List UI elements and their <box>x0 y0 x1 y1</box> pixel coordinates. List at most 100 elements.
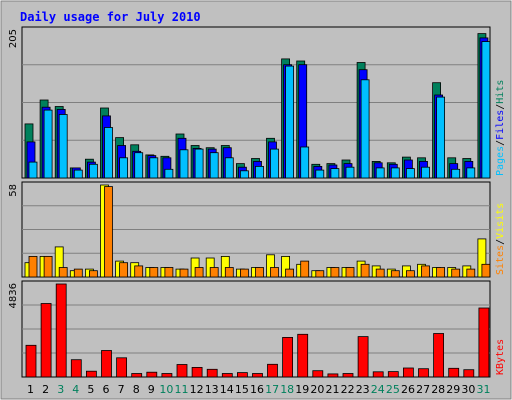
x-tick-label-day-27: 27 <box>416 383 430 396</box>
bar-kbytes-day-18 <box>282 336 294 378</box>
bar-sites-day-20 <box>315 270 325 278</box>
bar-sites-day-9 <box>149 267 159 278</box>
bar-sites-day-17 <box>270 267 279 278</box>
bar-sites-day-31 <box>481 263 491 278</box>
x-tick-label-day-5: 5 <box>87 383 94 396</box>
bar-kbytes-day-22 <box>342 373 354 378</box>
bar-pages-day-8 <box>134 152 144 179</box>
bar-pages-day-30 <box>466 167 476 179</box>
bar-kbytes-day-26 <box>402 367 414 378</box>
bar-pages-day-26 <box>405 168 415 179</box>
bar-sites-day-1 <box>28 255 38 278</box>
legend-entry-sites: Sites <box>495 245 506 275</box>
bar-kbytes-day-6 <box>101 350 112 378</box>
bar-kbytes-day-23 <box>357 336 369 378</box>
bar-sites-day-3 <box>58 267 68 278</box>
bar-pages-day-27 <box>421 166 430 179</box>
bar-kbytes-day-12 <box>191 366 203 378</box>
bar-kbytes-day-7 <box>116 357 127 378</box>
legend-entry-kbytes: KBytes <box>495 339 506 375</box>
bar-sites-day-6 <box>104 186 113 278</box>
bar-kbytes-day-30 <box>463 369 475 378</box>
bar-pages-day-15 <box>239 170 249 179</box>
legend-entry-visits: Visits <box>495 203 506 239</box>
bar-sites-day-14 <box>224 267 234 278</box>
legend-separator: / <box>495 140 506 146</box>
bar-kbytes-day-19 <box>297 333 309 378</box>
bar-pages-day-5 <box>89 163 98 179</box>
bar-pages-day-21 <box>330 168 340 179</box>
bar-pages-day-31 <box>481 41 491 179</box>
bar-kbytes-day-11 <box>176 364 188 378</box>
bar-sites-day-2 <box>43 255 53 278</box>
x-tick-label-day-31: 31 <box>477 383 491 396</box>
bar-pages-day-28 <box>436 96 446 179</box>
legend-hits-files-pages: Pages/Files/Hits <box>495 80 506 176</box>
x-tick-label-day-15: 15 <box>235 383 249 396</box>
bar-kbytes-day-28 <box>433 333 445 378</box>
bar-sites-day-7 <box>119 262 128 278</box>
bar-kbytes-day-13 <box>206 368 218 378</box>
chart-panels: 205 Pages/Files/Hits 58 Sites / Visits 4836 KBy… <box>8 26 506 378</box>
bar-pages-day-7 <box>119 157 128 179</box>
bar-pages-day-23 <box>360 79 370 179</box>
bar-kbytes-day-4 <box>70 359 82 378</box>
bar-pages-day-14 <box>224 157 234 179</box>
bar-pages-day-9 <box>149 157 159 179</box>
bar-pages-day-13 <box>209 152 219 179</box>
bar-pages-day-17 <box>270 148 279 179</box>
bar-pages-day-6 <box>104 127 113 179</box>
x-tick-label-day-13: 13 <box>205 383 219 396</box>
bar-sites-day-13 <box>209 267 219 278</box>
bar-sites-day-26 <box>405 270 415 278</box>
x-tick-label-day-7: 7 <box>118 383 125 396</box>
bar-sites-day-24 <box>375 268 385 278</box>
bar-kbytes-day-10 <box>161 373 173 378</box>
bar-sites-day-19 <box>300 260 310 278</box>
x-tick-label-day-14: 14 <box>220 383 234 396</box>
x-tick-label-day-12: 12 <box>190 383 204 396</box>
x-tick-label-day-6: 6 <box>103 383 110 396</box>
bar-kbytes-day-20 <box>312 370 324 378</box>
x-tick-label-day-24: 24 <box>371 383 385 396</box>
bar-sites-day-18 <box>285 268 295 278</box>
bar-sites-day-15 <box>239 268 249 278</box>
y-max-label: 205 <box>8 29 19 48</box>
bar-pages-day-2 <box>43 109 53 179</box>
legend-separator: / <box>495 104 506 110</box>
bar-pages-day-4 <box>73 169 83 179</box>
bar-pages-day-29 <box>451 168 461 179</box>
bar-sites-day-4 <box>73 268 83 278</box>
legend-entry-files: Files <box>495 110 506 140</box>
bar-pages-day-19 <box>300 146 310 179</box>
x-tick-label-day-18: 18 <box>280 383 294 396</box>
bar-sites-day-5 <box>89 270 98 278</box>
bar-pages-day-1 <box>28 161 38 179</box>
chart-title: Daily usage for July 2010 <box>20 10 201 24</box>
bar-pages-day-18 <box>285 65 295 179</box>
bar-kbytes-day-27 <box>418 368 429 378</box>
bar-kbytes-day-21 <box>327 373 339 378</box>
bar-pages-day-25 <box>390 167 400 179</box>
x-tick-label-day-29: 29 <box>446 383 460 396</box>
x-tick-label-day-19: 19 <box>295 383 309 396</box>
bar-pages-day-3 <box>58 114 68 179</box>
bar-sites-day-10 <box>164 267 174 278</box>
x-tick-label-day-2: 2 <box>42 383 49 396</box>
bar-kbytes-day-25 <box>387 371 399 378</box>
bar-sites-day-23 <box>360 263 370 278</box>
bar-sites-day-12 <box>194 267 204 278</box>
y-max-label: 58 <box>8 184 19 197</box>
bar-sites-day-22 <box>345 267 355 278</box>
y-max-label: 4836 <box>8 283 19 308</box>
bar-sites-day-11 <box>179 268 189 278</box>
bar-sites-day-27 <box>421 265 430 278</box>
x-tick-label-day-8: 8 <box>133 383 140 396</box>
bar-sites-day-30 <box>466 268 476 278</box>
x-tick-label-day-11: 11 <box>175 383 189 396</box>
bar-sites-day-21 <box>330 267 340 278</box>
legend-kbytes: KBytes <box>495 339 506 375</box>
bar-kbytes-day-14 <box>221 373 233 378</box>
